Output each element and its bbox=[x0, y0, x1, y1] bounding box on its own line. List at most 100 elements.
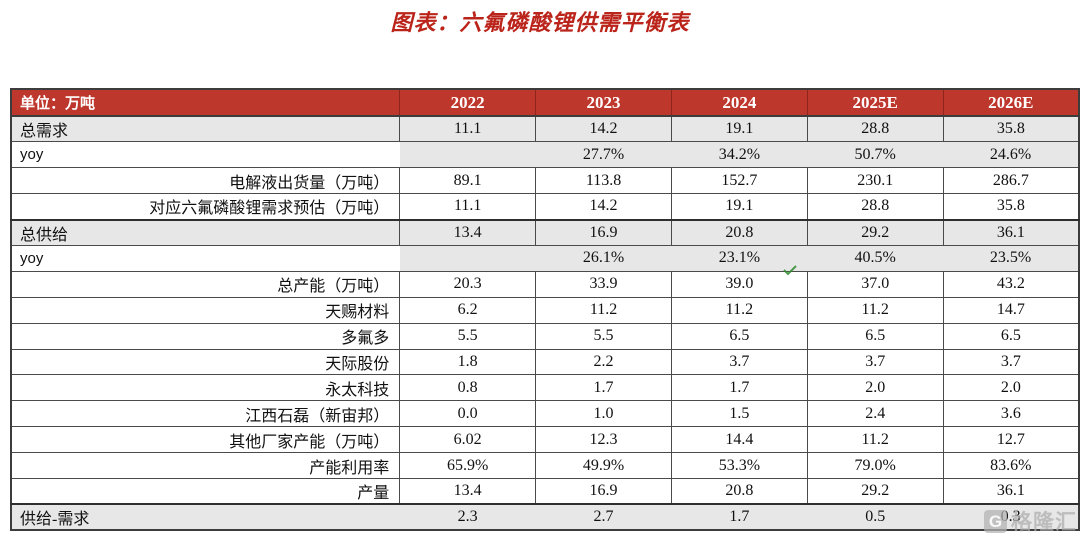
value-cell: 43.2 bbox=[942, 270, 1080, 298]
row-label: 产能利用率 bbox=[10, 452, 401, 479]
value-cell: 11.2 bbox=[806, 296, 944, 324]
row-label: yoy bbox=[10, 141, 400, 169]
value-cell: 13.4 bbox=[399, 477, 537, 505]
value-cell: 19.1 bbox=[670, 115, 808, 143]
value-cell bbox=[399, 141, 537, 169]
value-cell: 35.8 bbox=[942, 193, 1080, 221]
value-cell: 27.7% bbox=[535, 141, 672, 169]
value-cell: 6.5 bbox=[942, 322, 1080, 350]
value-cell: 19.1 bbox=[670, 193, 808, 221]
value-cell: 2.4 bbox=[806, 400, 944, 428]
year-column-header: 2026E bbox=[942, 88, 1080, 117]
value-cell: 14.2 bbox=[535, 115, 672, 143]
value-cell: 26.1% bbox=[535, 244, 672, 272]
value-cell: 13.4 bbox=[399, 218, 537, 246]
value-cell: 3.7 bbox=[942, 348, 1080, 376]
value-cell: 28.8 bbox=[806, 115, 944, 143]
value-cell: 50.7% bbox=[807, 141, 944, 169]
value-cell: 113.8 bbox=[535, 167, 672, 195]
value-cell: 1.7 bbox=[671, 503, 808, 531]
table-row: 产量 13.4 16.9 20.8 29.2 36.1 bbox=[10, 477, 1080, 505]
value-cell: 6.2 bbox=[399, 296, 537, 324]
value-cell: 12.7 bbox=[942, 426, 1080, 454]
value-cell: 39.0 bbox=[670, 270, 808, 298]
value-cell: 1.7 bbox=[670, 374, 808, 402]
value-cell: 20.3 bbox=[399, 270, 537, 298]
value-cell: 40.5% bbox=[807, 244, 944, 272]
value-cell: 6.02 bbox=[399, 426, 537, 454]
row-label: 总需求 bbox=[10, 115, 401, 143]
value-cell: 1.5 bbox=[670, 400, 808, 428]
value-cell: 36.1 bbox=[942, 218, 1080, 246]
row-label: 产量 bbox=[10, 477, 401, 505]
year-column-header: 2025E bbox=[806, 88, 944, 117]
value-cell: 16.9 bbox=[535, 477, 672, 505]
value-cell: 14.2 bbox=[535, 193, 672, 221]
table-row: 产能利用率 65.9% 49.9% 53.3% 79.0% 83.6% bbox=[10, 452, 1080, 479]
value-cell: 24.6% bbox=[943, 141, 1080, 169]
row-label: 天赐材料 bbox=[10, 296, 401, 324]
table-row: 多氟多 5.5 5.5 6.5 6.5 6.5 bbox=[10, 322, 1080, 350]
value-cell: 49.9% bbox=[535, 452, 672, 479]
table-row: 总供给 13.4 16.9 20.8 29.2 36.1 bbox=[10, 218, 1080, 246]
value-cell: 2.0 bbox=[942, 374, 1080, 402]
value-cell: 286.7 bbox=[942, 167, 1080, 195]
value-cell: 1.0 bbox=[535, 400, 672, 428]
value-cell: 1.8 bbox=[399, 348, 537, 376]
value-cell: 0.0 bbox=[399, 400, 537, 428]
table-row: 总需求 11.1 14.2 19.1 28.8 35.8 bbox=[10, 115, 1080, 143]
value-cell: 35.8 bbox=[942, 115, 1080, 143]
value-cell: 28.8 bbox=[806, 193, 944, 221]
value-cell: 83.6% bbox=[942, 452, 1080, 479]
table-row: 电解液出货量（万吨） 89.1 113.8 152.7 230.1 286.7 bbox=[10, 167, 1080, 195]
year-column-header: 2024 bbox=[670, 88, 808, 117]
value-cell bbox=[399, 244, 537, 272]
value-cell: 230.1 bbox=[806, 167, 944, 195]
value-cell: 29.2 bbox=[806, 218, 944, 246]
value-cell: 11.2 bbox=[535, 296, 672, 324]
value-cell: 5.5 bbox=[399, 322, 537, 350]
table-row: yoy 26.1% 23.1% 40.5% 23.5% bbox=[10, 244, 1080, 272]
year-column-header: 2022 bbox=[399, 88, 537, 117]
value-cell: 0.8 bbox=[399, 374, 537, 402]
value-cell: 11.1 bbox=[399, 193, 537, 221]
value-cell: 2.7 bbox=[535, 503, 672, 531]
figure-title: 图表：六氟磷酸锂供需平衡表 bbox=[390, 10, 690, 35]
value-cell: 11.2 bbox=[670, 296, 808, 324]
value-cell: 3.6 bbox=[942, 400, 1080, 428]
year-column-header: 2023 bbox=[535, 88, 672, 117]
value-cell: 0.3 bbox=[943, 503, 1080, 531]
value-cell: 23.1% bbox=[671, 244, 808, 272]
value-cell: 2.2 bbox=[535, 348, 672, 376]
value-cell: 20.8 bbox=[670, 477, 808, 505]
value-cell: 89.1 bbox=[399, 167, 537, 195]
value-cell: 53.3% bbox=[670, 452, 808, 479]
value-cell: 14.4 bbox=[670, 426, 808, 454]
row-label: 多氟多 bbox=[10, 322, 401, 350]
value-cell: 23.5% bbox=[943, 244, 1080, 272]
value-cell: 6.5 bbox=[806, 322, 944, 350]
value-cell: 65.9% bbox=[399, 452, 537, 479]
table-row: 永太科技 0.8 1.7 1.7 2.0 2.0 bbox=[10, 374, 1080, 402]
table-row: 对应六氟磷酸锂需求预估（万吨） 11.1 14.2 19.1 28.8 35.8 bbox=[10, 193, 1080, 221]
row-label: 供给-需求 bbox=[10, 503, 400, 531]
value-cell: 5.5 bbox=[535, 322, 672, 350]
value-cell: 20.8 bbox=[670, 218, 808, 246]
value-cell: 0.5 bbox=[807, 503, 944, 531]
value-cell: 14.7 bbox=[942, 296, 1080, 324]
value-cell: 11.2 bbox=[806, 426, 944, 454]
table-row: 天际股份 1.8 2.2 3.7 3.7 3.7 bbox=[10, 348, 1080, 376]
value-cell: 12.3 bbox=[535, 426, 672, 454]
value-cell: 16.9 bbox=[535, 218, 672, 246]
value-cell: 152.7 bbox=[670, 167, 808, 195]
row-label: 电解液出货量（万吨） bbox=[10, 167, 401, 195]
supply-demand-table: 单位：万吨 2022 2023 2024 2025E 2026E 总需求 11.1 14.2… bbox=[10, 88, 1080, 532]
value-cell: 36.1 bbox=[942, 477, 1080, 505]
value-cell: 11.1 bbox=[399, 115, 537, 143]
table-row: 江西石磊（新宙邦） 0.0 1.0 1.5 2.4 3.6 bbox=[10, 400, 1080, 428]
value-cell: 34.2% bbox=[671, 141, 808, 169]
value-cell: 3.7 bbox=[670, 348, 808, 376]
value-cell: 2.3 bbox=[399, 503, 537, 531]
table-header-row: 单位：万吨 2022 2023 2024 2025E 2026E bbox=[10, 88, 1080, 117]
value-cell: 29.2 bbox=[806, 477, 944, 505]
